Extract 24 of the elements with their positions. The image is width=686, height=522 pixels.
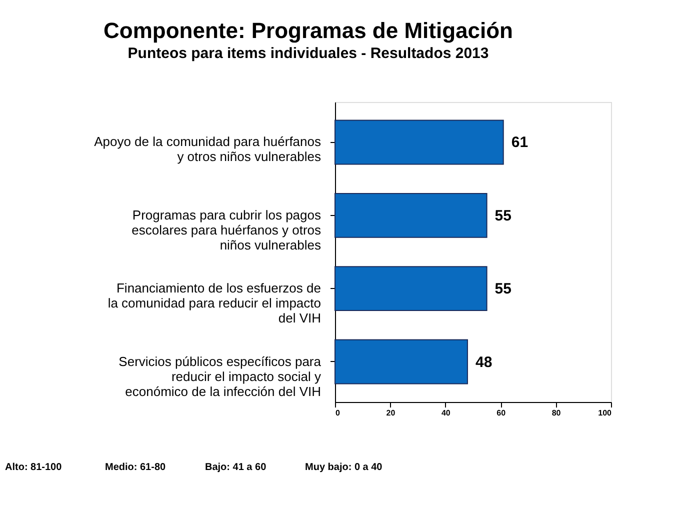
x-tick-label: 80	[552, 408, 562, 418]
data-label: 55	[494, 207, 512, 224]
x-tick-label: 100	[598, 408, 612, 418]
y-tick-label: Apoyo de la comunidad para huérfanos y otros niños vulnerables	[94, 134, 322, 164]
bar	[334, 339, 468, 384]
text: Bajo: 41 a 60	[205, 462, 267, 473]
text: Medio: 61-80	[105, 462, 166, 473]
x-tick-label: 40	[441, 408, 451, 418]
data-label: 55	[494, 280, 512, 298]
x-tick-label: 0	[336, 408, 340, 418]
y-tick-label: Financiamiento de los esfuerzos de la comunidad para reducir el impacto del VIH	[108, 280, 321, 326]
bar	[334, 266, 488, 312]
x-tick-label: 60	[496, 408, 506, 418]
bar	[334, 120, 504, 165]
chart-title: Componente: Programas de Mitigación	[104, 18, 513, 43]
text: Alto: 81-100	[5, 462, 62, 473]
y-tick-label: Servicios públicos específicos para reducir el impacto social y económico de la infección del VIH	[118, 354, 322, 399]
text: Muy bajo: 0 a 40	[305, 462, 383, 473]
bar	[334, 192, 488, 238]
x-tick-label: 20	[386, 408, 396, 418]
data-label: 48	[475, 354, 492, 371]
chart-subtitle: Punteos para items individuales - Resultados 2013	[128, 45, 489, 62]
data-label: 61	[511, 134, 528, 152]
y-tick-label: Programas para cubrir los pagos escolares para huérfanos y otros niños vulnerables	[132, 207, 322, 252]
